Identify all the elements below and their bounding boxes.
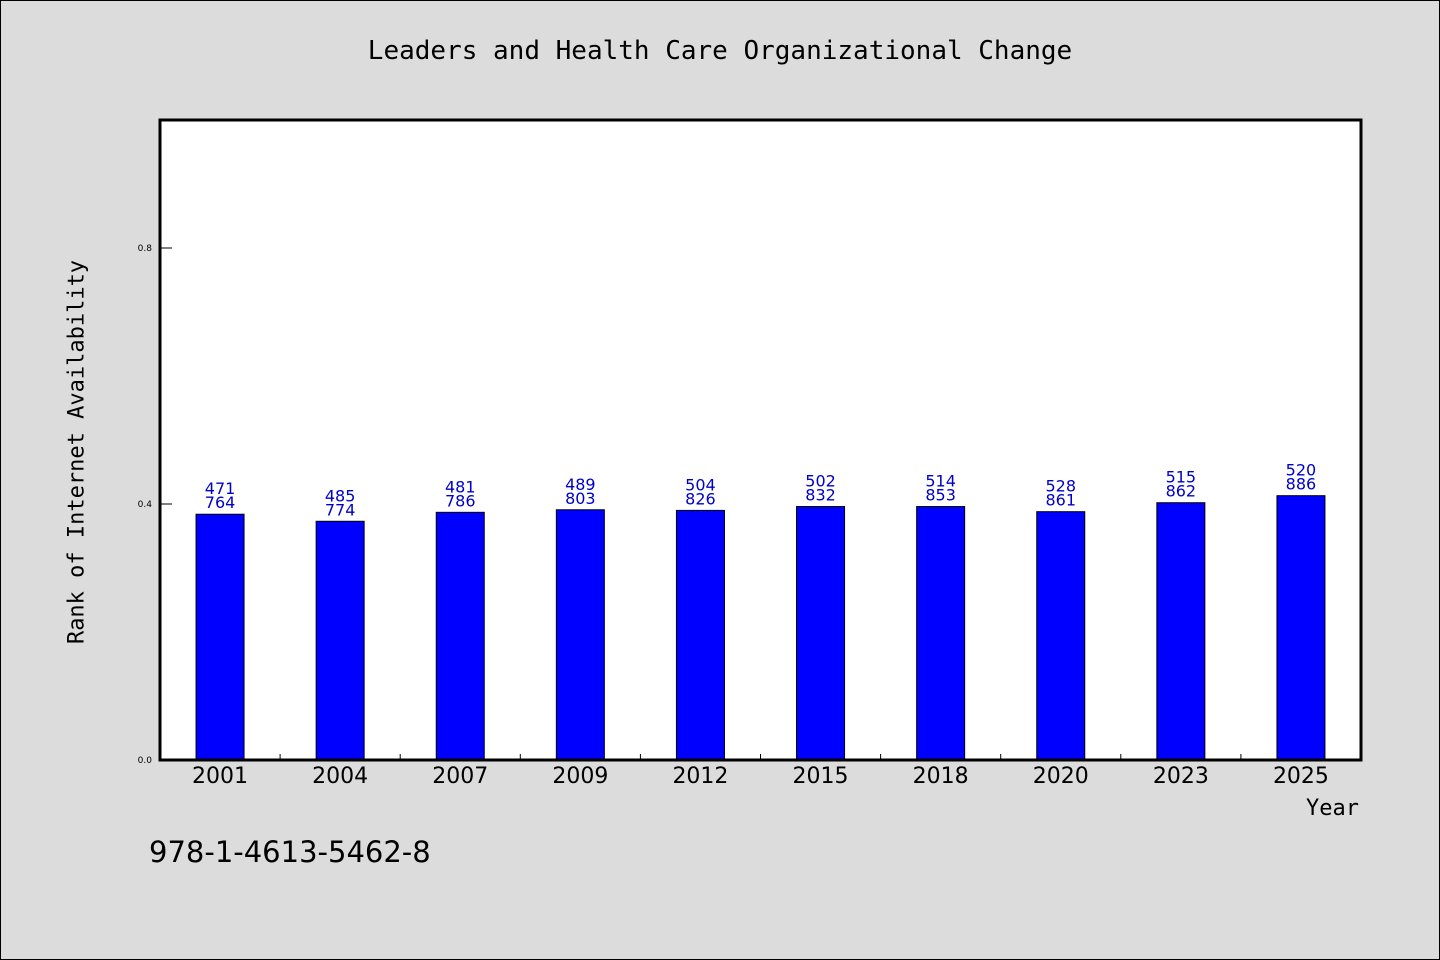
bar-label-top-2018: 514 <box>925 472 956 491</box>
x-tick-label-2018: 2018 <box>913 764 969 789</box>
bar-label-bottom-2025: 886 <box>1286 475 1317 494</box>
x-tick-label-2004: 2004 <box>312 764 368 789</box>
bar-2007 <box>435 511 485 761</box>
bar-2025 <box>1276 495 1326 761</box>
bar-label-bottom-2018: 853 <box>925 486 956 505</box>
bars-layer <box>195 495 1326 761</box>
bar-2009 <box>555 509 605 761</box>
bar-2012 <box>675 509 725 761</box>
x-tick-label-2001: 2001 <box>192 764 248 789</box>
plot-border <box>158 118 1363 762</box>
x-tick-label-2023: 2023 <box>1153 764 1209 789</box>
bar-label-bottom-2015: 832 <box>805 486 836 505</box>
bar-2023 <box>1156 502 1206 761</box>
bar-label-top-2020: 528 <box>1045 477 1076 496</box>
bar-label-top-2001: 471 <box>205 479 236 498</box>
x-tick-label-2012: 2012 <box>672 764 728 789</box>
axes-layer: 2001 2004 2007 2009 2012 2015 2018 2020 2023 2025… <box>138 244 1329 789</box>
bar-label-top-2012: 504 <box>685 475 716 494</box>
chart-title: Leaders and Health Care Organizational C… <box>367 36 1073 66</box>
bar-label-top-2015: 502 <box>805 472 836 491</box>
x-tick-label-2020: 2020 <box>1033 764 1089 789</box>
bar-label-top-2025: 520 <box>1286 461 1317 480</box>
y-tick-label-0.0: 0.0 <box>138 756 153 766</box>
bar-label-bottom-2007: 786 <box>445 491 476 510</box>
y-tick-label-0.4: 0.4 <box>138 500 153 510</box>
x-tick-label-2025: 2025 <box>1273 764 1329 789</box>
bar-label-top-2009: 489 <box>565 475 596 494</box>
x-axis-title: Year <box>1306 796 1359 821</box>
bar-label-bottom-2004: 774 <box>325 500 356 519</box>
bar-2001 <box>195 513 245 761</box>
bar-2004 <box>315 520 365 761</box>
bar-label-top-2004: 485 <box>325 486 356 505</box>
footnote-isbn: 978-1-4613-5462-8 <box>149 835 431 869</box>
bar-label-bottom-2012: 826 <box>685 489 716 508</box>
x-tick-label-2007: 2007 <box>432 764 488 789</box>
bar-label-bottom-2023: 862 <box>1166 482 1197 501</box>
y-tick-label-0.8: 0.8 <box>138 244 153 254</box>
bar-2015 <box>796 506 846 761</box>
bar-label-top-2007: 481 <box>445 477 476 496</box>
bar-label-bottom-2009: 803 <box>565 489 596 508</box>
bar-label-bottom-2001: 764 <box>205 493 236 512</box>
bar-label-top-2023: 515 <box>1166 468 1197 487</box>
bar-label-bottom-2020: 861 <box>1045 491 1076 510</box>
x-tick-label-2015: 2015 <box>793 764 849 789</box>
x-tick-label-2009: 2009 <box>552 764 608 789</box>
bar-2018 <box>916 506 966 761</box>
bar-2020 <box>1036 511 1086 761</box>
